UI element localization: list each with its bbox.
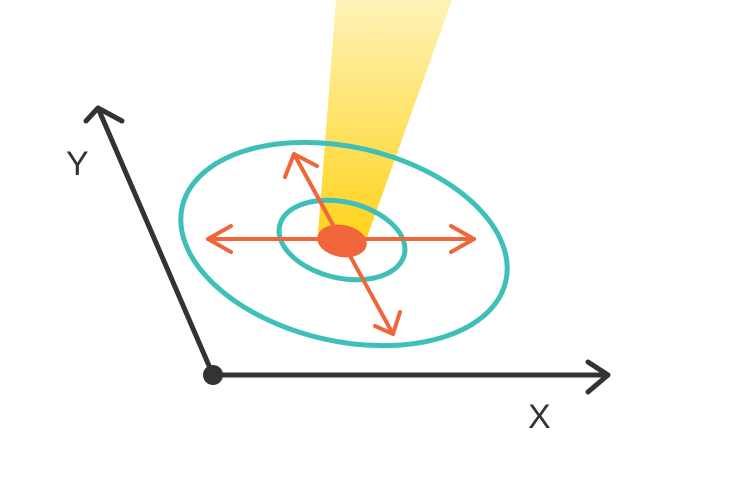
outer-ring — [178, 139, 510, 349]
y-axis-line — [95, 105, 216, 378]
central-spot — [317, 224, 367, 258]
y-axis-arrowhead — [83, 105, 125, 124]
coordinate-axes — [83, 105, 611, 395]
y-axis-label: Y — [66, 145, 89, 183]
light-beam — [318, 0, 452, 240]
lower-arrowhead — [373, 310, 402, 336]
right-arrowhead — [449, 224, 476, 254]
x-axis-arrowhead — [585, 359, 611, 395]
left-arrowhead — [206, 224, 233, 254]
origin-dot — [203, 365, 223, 385]
x-axis-label: X — [528, 398, 551, 436]
inner-ring — [276, 197, 408, 283]
upper-arrowhead — [283, 152, 319, 179]
